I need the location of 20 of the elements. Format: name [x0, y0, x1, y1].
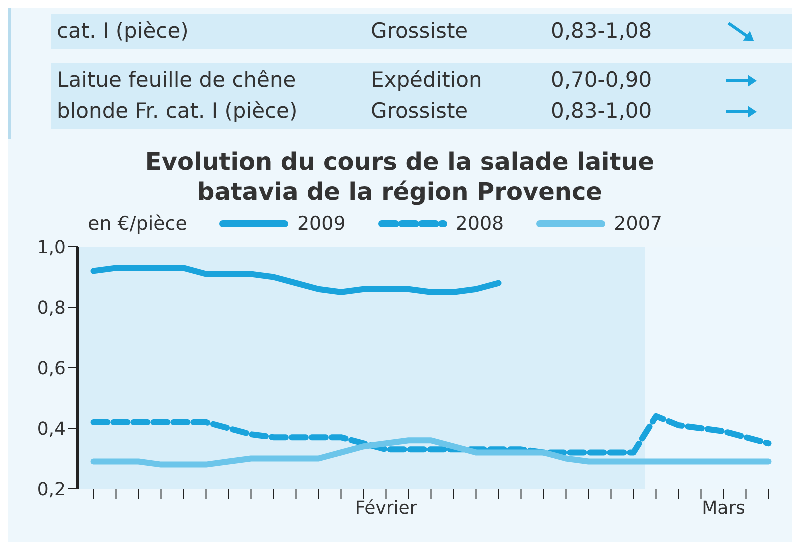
legend-label: 2007 — [614, 213, 663, 235]
legend-label: 2008 — [456, 213, 504, 235]
chart-title: Evolution du cours de la salade laitue batavia de la région Provence — [144, 147, 656, 207]
text: cat. I (pièce) — [56, 18, 190, 45]
y-tick-label: 1,0 — [37, 237, 66, 258]
text: Grossiste — [371, 98, 470, 125]
x-tick-label: Mars — [702, 498, 746, 519]
text: Laitue feuille de chêne blonde Fr. cat. I (pièce) — [56, 67, 299, 125]
text: Grossiste — [371, 18, 470, 45]
y-tick-label: 0,6 — [37, 358, 66, 380]
x-tick-label: Février — [355, 498, 418, 519]
text: 0,70-0,90 — [551, 67, 654, 94]
text: 0,83-1,08 — [551, 18, 654, 45]
y-tick-label: 0,2 — [37, 479, 66, 500]
y-tick-label: 0,8 — [37, 298, 66, 319]
y-axis-title: en €/pièce — [88, 213, 188, 235]
text: 0,83-1,00 — [551, 98, 654, 125]
y-tick-label: 0,4 — [37, 418, 66, 440]
legend-label: 2009 — [297, 213, 346, 235]
text: Expédition — [371, 67, 484, 94]
